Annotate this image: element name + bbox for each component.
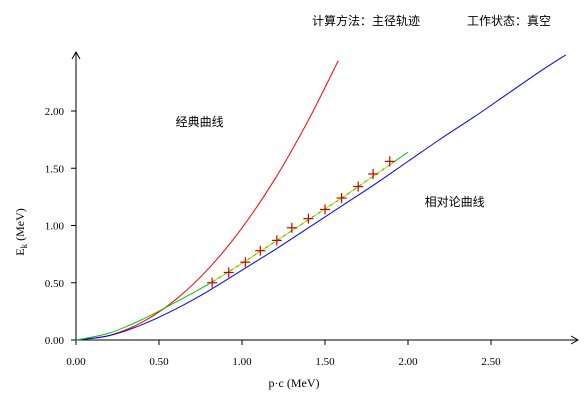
data-point-marker bbox=[336, 193, 347, 204]
x-tick-label: 2.50 bbox=[481, 356, 501, 368]
y-tick-label: 0.00 bbox=[45, 335, 65, 347]
y-tick-label: 1.00 bbox=[45, 221, 65, 233]
y-tick-label: 1.50 bbox=[45, 163, 65, 175]
series-layer bbox=[75, 54, 566, 341]
y-tick-label: 0.50 bbox=[45, 278, 65, 290]
x-axis-label: p·c (MeV) bbox=[269, 376, 320, 390]
x-tick-label: 2.00 bbox=[398, 356, 418, 368]
series-line-1 bbox=[75, 54, 566, 341]
data-point-marker bbox=[368, 168, 379, 179]
series-line-0 bbox=[75, 60, 339, 341]
data-point-marker bbox=[271, 235, 282, 246]
axes: 0.00 0.50 1.00 1.50 2.00 2.50 0.00 0.50 1.00 1.50… bbox=[13, 50, 580, 390]
data-point-marker bbox=[240, 257, 251, 268]
series-line-2 bbox=[75, 151, 409, 341]
data-point-marker bbox=[255, 245, 266, 256]
y-axis-label: Ek (MeV) bbox=[13, 208, 29, 256]
data-point-marker bbox=[320, 204, 330, 215]
y-axis-arrow bbox=[71, 50, 81, 60]
x-tick-label: 1.50 bbox=[315, 356, 335, 368]
x-tick-label: 0.50 bbox=[149, 356, 169, 368]
data-point-marker bbox=[384, 156, 395, 167]
x-tick-label: 1.00 bbox=[232, 356, 252, 368]
x-tick-label: 0.00 bbox=[66, 356, 86, 368]
curve-annotation-1: 相对论曲线 bbox=[425, 195, 485, 209]
series-line-3 bbox=[208, 163, 392, 285]
data-point-marker bbox=[303, 213, 314, 224]
y-tick-label: 2.00 bbox=[45, 106, 65, 118]
curve-annotation-0: 经典曲线 bbox=[176, 115, 224, 129]
data-point-marker bbox=[207, 277, 218, 288]
x-axis-arrow bbox=[570, 335, 580, 345]
marker-layer bbox=[207, 156, 395, 288]
work-state-label: 工作状态：真空 bbox=[467, 14, 552, 28]
data-point-marker bbox=[223, 267, 234, 278]
calc-method-label: 计算方法：主径轨迹 bbox=[312, 14, 421, 28]
data-point-marker bbox=[353, 181, 364, 192]
data-point-marker bbox=[286, 222, 297, 233]
